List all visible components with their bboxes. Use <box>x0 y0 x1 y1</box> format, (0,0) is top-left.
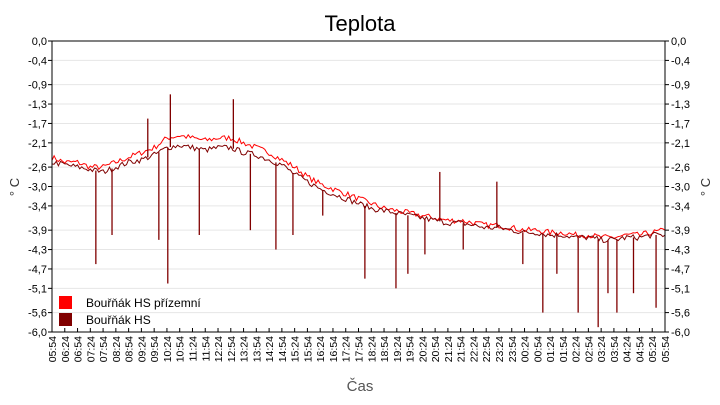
y-tick-label-right: -0,9 <box>671 80 690 92</box>
x-tick-label: 15:54 <box>302 336 314 362</box>
grid <box>52 40 665 333</box>
x-tick-label: 17:24 <box>341 336 353 362</box>
series-line-1 <box>51 133 666 239</box>
x-tick-label: 08:24 <box>111 336 123 362</box>
y-tick-label: -0,9 <box>28 80 47 92</box>
x-tick-label: 12:24 <box>213 336 225 362</box>
y-tick-label: -0,4 <box>28 55 47 67</box>
y-axis-label-left: ° C <box>7 178 22 196</box>
x-tick-label: 22:54 <box>481 336 493 362</box>
x-tick-label: 02:54 <box>583 336 595 362</box>
x-tick-label: 19:54 <box>405 336 417 362</box>
y-tick-label-right: -4,3 <box>671 245 690 257</box>
x-tick-label: 13:54 <box>251 336 263 362</box>
y-tick-label-right: -6,0 <box>671 327 690 339</box>
y-tick-label: -4,7 <box>28 264 47 276</box>
y-tick-label: -2,1 <box>28 138 47 150</box>
y-tick-label: -3,0 <box>28 182 47 194</box>
x-tick-label: 20:54 <box>430 336 442 362</box>
x-tick-label: 17:54 <box>354 336 366 362</box>
x-tick-label: 00:54 <box>532 336 544 362</box>
y-tick-label-right: -3,9 <box>671 225 690 237</box>
y-tick-label: -4,3 <box>28 245 47 257</box>
legend: Bouřňák HS přízemní Bouřňák HS <box>59 296 201 327</box>
x-tick-label: 08:54 <box>124 336 136 362</box>
y-tick-label-right: -3,0 <box>671 182 690 194</box>
x-tick-label: 21:54 <box>456 336 468 362</box>
y-tick-label: -2,6 <box>28 162 47 174</box>
y-tick-label: -3,4 <box>28 201 47 213</box>
legend-label-series-1: Bouřňák HS přízemní <box>86 296 201 310</box>
x-tick-label: 07:24 <box>85 336 97 362</box>
y-tick-label-right: 0,0 <box>671 36 686 48</box>
x-tick-label: 12:54 <box>226 336 238 362</box>
y-tick-label-right: -5,6 <box>671 308 690 320</box>
x-tick-label: 04:24 <box>622 336 634 362</box>
x-tick-label: 06:24 <box>60 336 72 362</box>
x-tick-label: 19:24 <box>392 336 404 362</box>
y-axis: 0,0 0,0 -0,4 -0,4 -0,9 -0,9 -1,3 -1,3 -1,7 -1,7 -2… <box>28 36 690 339</box>
y-tick-label: -5,6 <box>28 308 47 320</box>
x-tick-label: 16:54 <box>328 336 340 362</box>
y-tick-label-right: -2,1 <box>671 138 690 150</box>
y-tick-label: -1,3 <box>28 99 47 111</box>
y-tick-label-right: -1,7 <box>671 118 690 130</box>
y-tick-label-right: -2,6 <box>671 162 690 174</box>
y-tick-label: 0,0 <box>32 36 47 48</box>
x-tick-label: 20:24 <box>417 336 429 362</box>
x-tick-label: 16:24 <box>315 336 327 362</box>
x-tick-label: 11:24 <box>187 336 199 362</box>
x-tick-label: 21:24 <box>443 336 455 362</box>
y-tick-label: -5,1 <box>28 283 47 295</box>
x-tick-label: 00:24 <box>520 336 532 362</box>
x-tick-label: 07:54 <box>98 336 110 362</box>
x-tick-label: 14:54 <box>277 336 289 362</box>
y-tick-label-right: -5,1 <box>671 283 690 295</box>
y-tick-label-right: -4,7 <box>671 264 690 276</box>
y-tick-label-right: -0,4 <box>671 55 690 67</box>
y-tick-label: -1,7 <box>28 118 47 130</box>
x-tick-label: 05:54 <box>660 336 672 362</box>
x-tick-label: 14:24 <box>264 336 276 362</box>
x-tick-label: 09:24 <box>136 336 148 362</box>
x-tick-label: 11:54 <box>200 336 212 362</box>
x-tick-label: 09:54 <box>149 336 161 362</box>
x-tick-label: 10:24 <box>162 336 174 362</box>
y-tick-label: -6,0 <box>28 327 47 339</box>
x-tick-label: 23:24 <box>494 336 506 362</box>
x-tick-label: 03:24 <box>596 336 608 362</box>
x-tick-label: 13:24 <box>239 336 251 362</box>
x-tick-label: 06:54 <box>73 336 85 362</box>
x-axis-label: Čas <box>347 378 374 395</box>
y-axis-label-right: ° C <box>698 178 713 196</box>
x-axis: 05:54 06:24 06:54 07:24 07:54 08:24 08:54 09:24… <box>47 328 672 362</box>
legend-swatch-series-2 <box>59 313 72 326</box>
x-tick-label: 01:24 <box>545 336 557 362</box>
x-tick-label: 05:54 <box>47 336 59 362</box>
series-line-2 <box>51 144 666 244</box>
x-tick-label: 18:54 <box>379 336 391 362</box>
x-tick-label: 22:24 <box>468 336 480 362</box>
x-tick-label: 15:24 <box>290 336 302 362</box>
x-tick-label: 10:54 <box>175 336 187 362</box>
x-tick-label: 23:54 <box>507 336 519 362</box>
x-tick-label: 01:54 <box>558 336 570 362</box>
chart-title: Teplota <box>325 11 397 36</box>
y-tick-label-right: -3,4 <box>671 201 690 213</box>
legend-label-series-2: Bouřňák HS <box>86 313 151 327</box>
legend-swatch-series-1 <box>59 296 72 309</box>
x-tick-label: 18:24 <box>366 336 378 362</box>
x-tick-label: 04:54 <box>634 336 646 362</box>
series-layer <box>51 94 666 328</box>
x-tick-label: 02:24 <box>571 336 583 362</box>
x-tick-label: 03:54 <box>609 336 621 362</box>
y-tick-label-right: -1,3 <box>671 99 690 111</box>
y-tick-label: -3,9 <box>28 225 47 237</box>
x-tick-label: 05:24 <box>647 336 659 362</box>
